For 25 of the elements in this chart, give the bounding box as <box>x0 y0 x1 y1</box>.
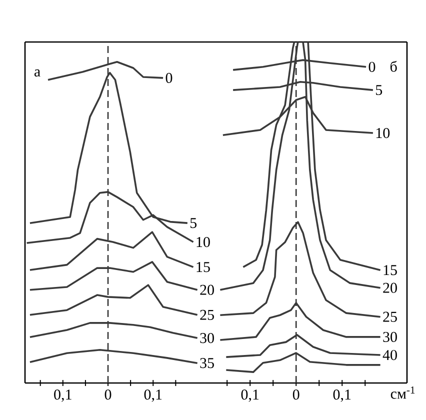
x-tick-label: 0,1 <box>241 390 259 402</box>
series-label: 25 <box>383 312 397 322</box>
series-label: 0 <box>368 62 376 72</box>
x-tick-label: 0,1 <box>333 390 351 402</box>
series-label: 0 <box>166 72 172 84</box>
series-label: 30 <box>383 332 397 342</box>
x-axis-title: см$^{-1}$ <box>390 386 415 399</box>
series-label: 15 <box>196 262 210 272</box>
x-tick-label: 0,1 <box>54 390 72 402</box>
series-label: 10 <box>376 128 390 138</box>
series-label: 5 <box>190 218 197 228</box>
series-label: 40 <box>382 350 397 360</box>
series-label: 20 <box>383 282 397 293</box>
annotation: б <box>390 60 397 72</box>
series-label: 30 <box>200 332 214 344</box>
series-label: 35 <box>200 358 214 368</box>
x-tick-label: 0 <box>104 390 112 400</box>
x-tick-label: 0 <box>292 390 300 400</box>
series-label: 15 <box>384 265 397 276</box>
series-label: 10 <box>196 236 210 248</box>
series-label: 5 <box>376 85 382 96</box>
series-label: 20 <box>200 284 214 295</box>
annotation: а <box>34 69 40 77</box>
series-label: 25 <box>200 310 214 320</box>
x-tick-label: 0,1 <box>144 390 162 402</box>
